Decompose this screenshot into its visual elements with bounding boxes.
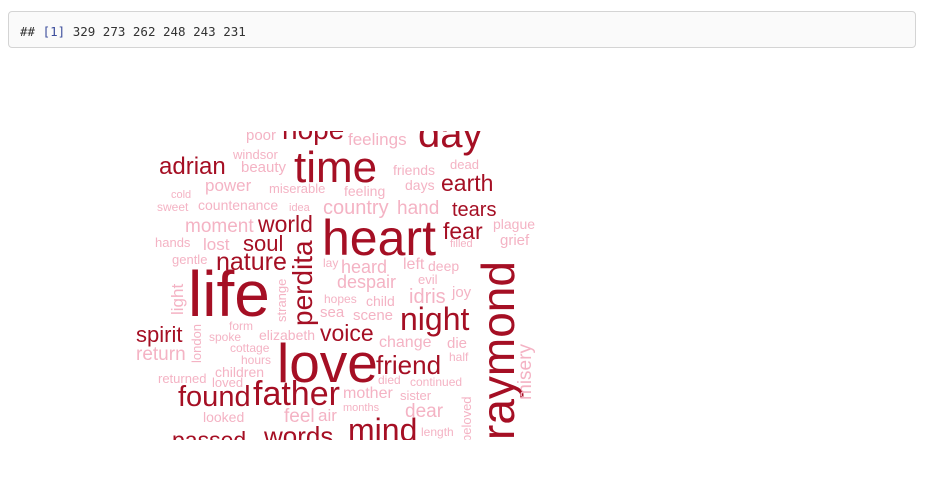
word-life: life	[188, 258, 270, 330]
word-voice: voice	[320, 320, 374, 346]
word-friends: friends	[393, 162, 436, 178]
word-air: air	[318, 406, 337, 425]
word-poor: poor	[246, 131, 277, 144]
word-hours: hours	[241, 353, 272, 367]
word-filled: filled	[450, 238, 473, 250]
word-tears: tears	[452, 199, 497, 221]
word-adrian: adrian	[159, 153, 226, 180]
word-dear: dear	[405, 401, 444, 422]
word-dead: dead	[450, 157, 479, 172]
word-despair: despair	[337, 272, 397, 292]
word-sister: sister	[400, 388, 432, 403]
word-deep: deep	[428, 258, 460, 274]
word-continued: continued	[410, 375, 463, 389]
word-mind: mind	[348, 412, 418, 440]
word-grief: grief	[500, 232, 530, 249]
word-earth: earth	[441, 170, 494, 196]
word-perdita: perdita	[287, 240, 318, 326]
word-scene: scene	[353, 307, 394, 324]
word-love: love	[277, 332, 378, 394]
word-moment: moment	[185, 216, 254, 237]
word-hopes: hopes	[324, 292, 357, 306]
word-country: country	[323, 197, 389, 219]
word-windsor: windsor	[233, 147, 278, 162]
word-idea: idea	[289, 202, 310, 214]
word-hope: hope	[282, 131, 344, 144]
word-days: days	[405, 177, 435, 193]
word-left: left	[403, 256, 425, 273]
word-found: found	[178, 381, 251, 413]
word-hands: hands	[155, 235, 191, 250]
word-miserable: miserable	[269, 181, 326, 196]
word-soul: soul	[243, 231, 284, 256]
word-heard: heard	[341, 257, 388, 277]
word-passed: passed	[172, 427, 247, 441]
word-joy: joy	[452, 284, 472, 301]
console-output: ## [1] 329 273 262 248 243 231	[8, 11, 916, 48]
word-cold: cold	[171, 189, 192, 201]
word-feel: feel	[284, 406, 315, 427]
word-looked: looked	[203, 409, 245, 425]
word-lost: lost	[203, 235, 230, 254]
word-sweet: sweet	[157, 200, 189, 214]
word-night: night	[400, 301, 470, 337]
word-feelings: feelings	[348, 131, 407, 149]
word-half: half	[449, 350, 469, 364]
word-light: light	[168, 283, 187, 315]
word-spoke: spoke	[209, 330, 242, 344]
word-nature: nature	[216, 248, 287, 276]
word-words: words	[264, 421, 334, 440]
word-return: return	[136, 344, 186, 365]
word-children: children	[215, 364, 265, 380]
word-day: day	[418, 131, 483, 156]
console-output-text: ## [1] 329 273 262 248 243 231	[20, 24, 246, 39]
word-world: world	[258, 211, 313, 237]
word-mother: mother	[343, 385, 393, 402]
word-sea: sea	[320, 304, 345, 321]
word-power: power	[205, 176, 252, 195]
word-spirit: spirit	[136, 322, 183, 347]
word-time: time	[294, 143, 378, 192]
word-returned: returned	[158, 371, 207, 386]
word-countenance: countenance	[198, 197, 279, 213]
word-beauty: beauty	[241, 159, 287, 176]
word-father: father	[253, 375, 340, 413]
output-index: [1]	[42, 24, 66, 39]
word-beloved: beloved	[459, 396, 474, 440]
word-cloud: poor hope feelings day windsor adrian be…	[120, 131, 550, 440]
word-hand: hand	[397, 198, 440, 219]
word-idris: idris	[409, 286, 446, 308]
word-heart: heart	[322, 210, 436, 266]
word-loved: loved	[212, 375, 244, 390]
word-feeling: feeling	[344, 183, 386, 199]
word-length: length	[421, 425, 454, 439]
word-form: form	[229, 319, 253, 333]
word-strange: strange	[274, 278, 289, 322]
word-change: change	[379, 334, 432, 351]
word-gentle: gentle	[172, 252, 208, 267]
word-london: london	[189, 323, 204, 363]
word-elizabeth: elizabeth	[259, 327, 316, 343]
word-lay: lay	[323, 256, 339, 270]
word-misery: misery	[515, 344, 536, 400]
word-plague: plague	[493, 216, 536, 232]
word-fear: fear	[443, 218, 483, 244]
word-evil: evil	[418, 272, 438, 287]
word-died: died	[378, 373, 401, 387]
output-prefix: ##	[20, 24, 36, 39]
word-child: child	[366, 293, 395, 309]
word-months: months	[343, 402, 380, 414]
output-values: 329 273 262 248 243 231	[72, 24, 246, 39]
word-friend: friend	[376, 350, 442, 380]
word-cottage: cottage	[230, 341, 270, 355]
word-die: die	[447, 335, 468, 352]
